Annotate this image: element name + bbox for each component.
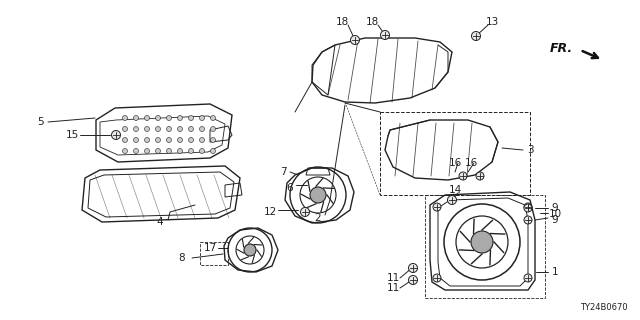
Circle shape (177, 148, 182, 154)
Text: 15: 15 (65, 130, 79, 140)
Circle shape (145, 116, 150, 121)
Circle shape (433, 203, 441, 211)
Circle shape (122, 148, 127, 154)
Circle shape (351, 36, 360, 44)
Circle shape (166, 148, 172, 154)
Circle shape (244, 244, 256, 256)
Text: 12: 12 (264, 207, 276, 217)
Circle shape (447, 196, 456, 204)
Text: 14: 14 (449, 185, 461, 195)
Circle shape (177, 126, 182, 132)
Text: TY24B0670: TY24B0670 (580, 303, 628, 312)
Text: 8: 8 (179, 253, 186, 263)
Text: 13: 13 (485, 17, 499, 27)
Circle shape (122, 116, 127, 121)
Circle shape (476, 172, 484, 180)
Circle shape (189, 148, 193, 154)
Circle shape (156, 138, 161, 142)
Circle shape (211, 148, 216, 154)
Circle shape (189, 116, 193, 121)
Text: 9: 9 (552, 203, 558, 213)
Circle shape (200, 116, 205, 121)
Text: 10: 10 (548, 209, 561, 219)
Circle shape (211, 116, 216, 121)
Text: 6: 6 (287, 183, 293, 193)
Circle shape (381, 30, 390, 39)
Circle shape (145, 148, 150, 154)
Circle shape (524, 274, 532, 282)
Circle shape (200, 138, 205, 142)
Text: 16: 16 (465, 158, 477, 168)
Circle shape (189, 138, 193, 142)
Circle shape (211, 138, 216, 142)
Circle shape (166, 116, 172, 121)
Circle shape (433, 274, 441, 282)
Circle shape (200, 126, 205, 132)
Circle shape (134, 138, 138, 142)
Circle shape (156, 126, 161, 132)
Circle shape (134, 148, 138, 154)
Circle shape (471, 231, 493, 253)
Circle shape (122, 126, 127, 132)
Circle shape (122, 138, 127, 142)
Circle shape (111, 131, 120, 140)
Text: 11: 11 (387, 273, 399, 283)
Text: 2: 2 (315, 213, 321, 223)
Circle shape (134, 116, 138, 121)
Text: 11: 11 (387, 283, 399, 293)
Circle shape (189, 126, 193, 132)
Circle shape (211, 126, 216, 132)
Text: 7: 7 (280, 167, 286, 177)
Circle shape (408, 276, 417, 284)
Circle shape (472, 31, 481, 41)
Text: 1: 1 (552, 267, 558, 277)
Circle shape (166, 126, 172, 132)
Text: 5: 5 (36, 117, 44, 127)
Text: 18: 18 (365, 17, 379, 27)
Circle shape (200, 148, 205, 154)
Text: 4: 4 (157, 217, 163, 227)
Circle shape (408, 263, 417, 273)
Text: 9: 9 (552, 215, 558, 225)
Circle shape (301, 207, 310, 217)
Circle shape (134, 126, 138, 132)
Text: 16: 16 (449, 158, 461, 168)
Circle shape (524, 216, 532, 224)
Text: FR.: FR. (550, 42, 573, 54)
Circle shape (145, 126, 150, 132)
Circle shape (310, 187, 326, 203)
Circle shape (156, 148, 161, 154)
Text: 17: 17 (204, 243, 216, 253)
Circle shape (177, 116, 182, 121)
Circle shape (166, 138, 172, 142)
Text: 3: 3 (527, 145, 533, 155)
Circle shape (459, 172, 467, 180)
Circle shape (524, 203, 532, 211)
Circle shape (145, 138, 150, 142)
Text: 18: 18 (335, 17, 349, 27)
Circle shape (177, 138, 182, 142)
Circle shape (524, 204, 532, 212)
Circle shape (156, 116, 161, 121)
